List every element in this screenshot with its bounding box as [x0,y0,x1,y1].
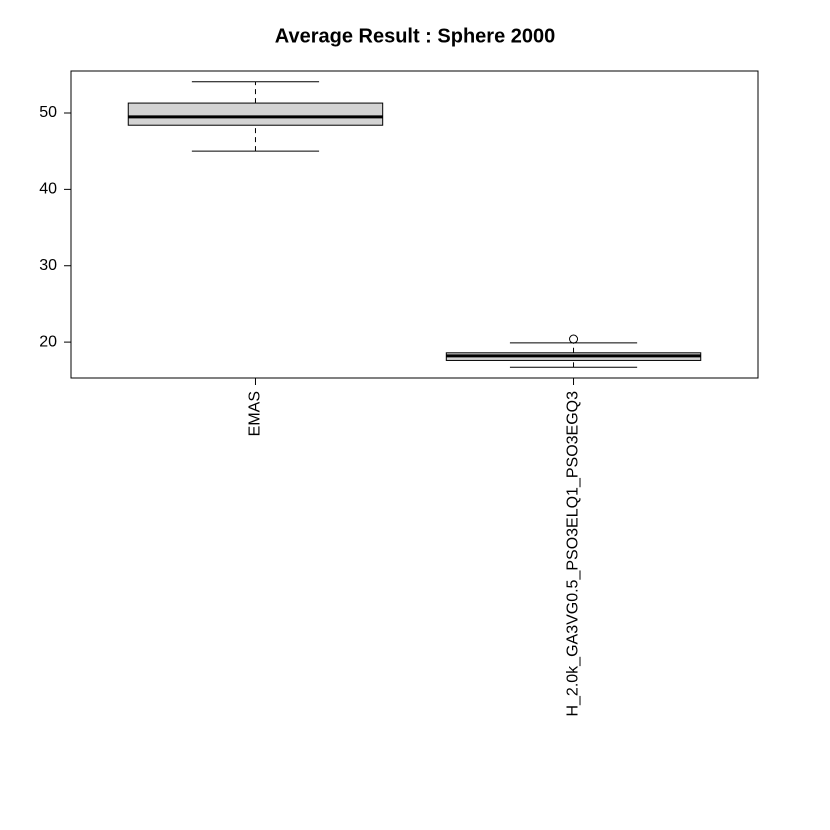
y-tick-label: 40 [39,181,57,198]
x-tick-label: EMAS [247,391,264,436]
y-tick-label: 30 [39,257,57,274]
chart-title: Average Result : Sphere 2000 [275,25,556,47]
box [127,102,384,126]
x-tick-label: H_2.0k_GA3VG0.5_PSO3ELQ1_PSO3EGQ3 [565,391,582,717]
y-tick-label: 50 [39,104,57,121]
outlier [569,334,579,344]
y-tick-label: 20 [39,333,57,350]
